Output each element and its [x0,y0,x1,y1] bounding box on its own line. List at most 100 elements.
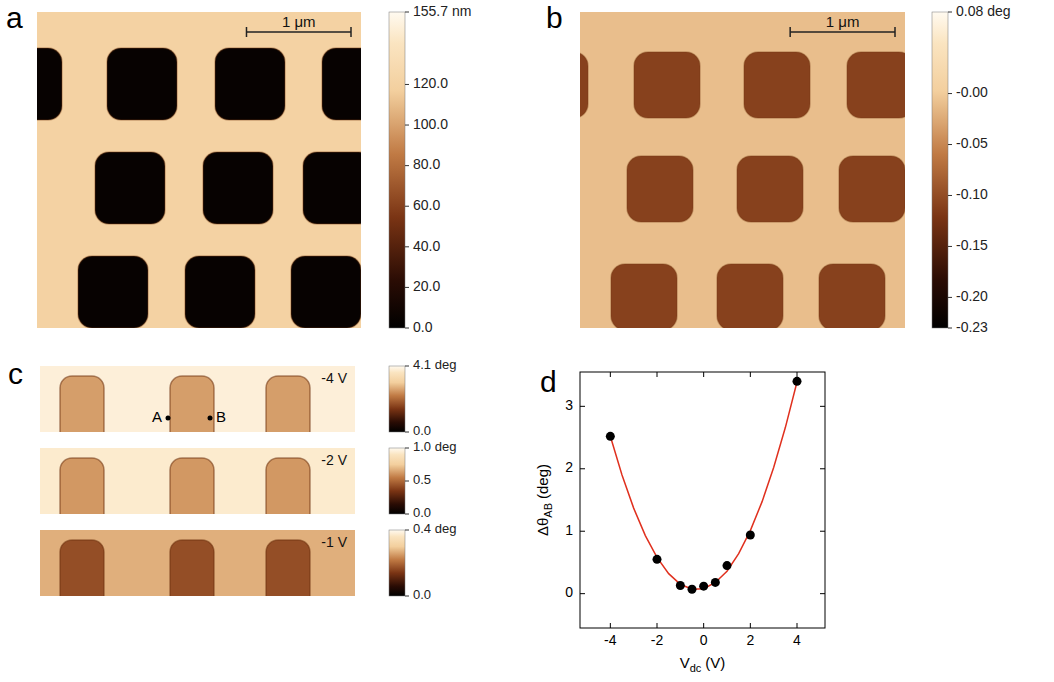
y-axis-title-main: Δθ [534,518,551,536]
strip [40,366,355,432]
colorbar-tick-label: -0.23 [956,319,988,335]
hole [170,458,214,514]
plot-frame [580,372,825,628]
hole [107,48,177,120]
colorbar-tick-label: 4.1 deg [413,357,456,372]
y-tick [820,406,825,407]
x-tick [750,623,751,628]
colorbar-tick [405,84,409,85]
strip [40,448,355,514]
data-point [793,377,802,386]
colorbar-tick-label: 60.0 [413,197,440,213]
colorbar-tick-label: -0.00 [956,84,988,100]
x-tick [703,372,704,377]
x-tick-label: 2 [746,632,754,648]
colorbar-tick-label: 120.0 [413,75,448,91]
hole [839,156,905,222]
y-tick [580,593,585,594]
plot-marks [606,377,802,594]
colorbar-tick [948,195,952,196]
colorbar-tick-label: -0.05 [956,135,988,151]
strip-label: -2 V [321,452,347,468]
colorbar-tick [405,165,409,166]
hole [266,540,310,596]
colorbar-tick [405,596,409,597]
x-tick [797,372,798,377]
x-tick-label: -2 [651,632,664,648]
scale-bar-cap [894,27,896,37]
colorbar-tick-label: 0.0 [413,505,431,520]
colorbar [389,530,405,596]
y-axis-title-sub: AB [542,503,554,518]
point-label: A [152,408,162,425]
colorbar-tick-label: -0.15 [956,237,988,253]
colorbar-tick [405,366,409,367]
data-point [688,585,697,594]
colorbar-tick [405,287,409,288]
colorbar [389,366,405,432]
hole [215,48,285,120]
colorbar-tick [405,514,409,515]
x-tick [610,372,611,377]
scale-bar-cap [350,27,352,37]
y-axis-title: ΔθAB (deg) [534,464,554,536]
hole [847,52,905,118]
colorbar-tick [948,328,952,329]
colorbar-tick [405,481,409,482]
hole [203,152,273,224]
colorbar-tick [405,246,409,247]
y-tick [820,531,825,532]
hole [611,264,677,328]
x-tick [703,623,704,628]
y-axis-title-unit: (deg) [534,464,551,499]
colorbar-tick [948,246,952,247]
y-tick [820,593,825,594]
panel-label: c [8,357,23,390]
data-point [699,582,708,591]
x-tick [610,623,611,628]
figure: 1 μm155.7 nm120.0100.080.060.040.020.00.… [0,0,1054,682]
colorbar-tick [405,12,409,13]
colorbar-tick [405,328,409,329]
hole [266,458,310,514]
strip-label: -1 V [321,534,347,550]
hole [95,152,165,224]
data-point [676,581,685,590]
y-tick-label: 0 [565,584,573,600]
colorbar-tick [405,206,409,207]
colorbar-tick-label: -0.20 [956,288,988,304]
hole [627,156,693,222]
y-tick-label: 2 [565,459,573,475]
y-tick-label: 1 [565,522,573,538]
y-tick [820,468,825,469]
x-axis-title-main: V [680,654,690,671]
y-tick [580,406,585,407]
colorbar-tick [405,448,409,449]
colorbar-tick-label: 0.5 [413,472,431,487]
y-tick [580,468,585,469]
colorbar-tick-label: 100.0 [413,116,448,132]
fit-line [610,382,797,589]
data-point [653,555,662,564]
hole [819,264,885,328]
colorbar-tick [948,144,952,145]
hole [60,458,104,514]
scale-bar-cap [789,27,791,37]
hole [580,52,588,118]
colorbar [932,12,948,328]
colorbar-tick-label: 155.7 nm [413,3,471,19]
data-point [746,530,755,539]
hole [303,152,361,224]
hole [744,52,810,118]
hole [291,256,361,328]
scale-bar-label: 1 μm [282,13,316,30]
x-axis-title-unit: (V) [705,654,725,671]
point-label: B [216,408,226,425]
strip [40,530,355,596]
colorbar-tick-label: -0.10 [956,186,988,202]
colorbar-tick-label: 0.0 [413,423,431,438]
x-tick [750,372,751,377]
scale-bar-label: 1 μm [826,13,860,30]
colorbar-tick [948,12,952,13]
x-tick [657,623,658,628]
